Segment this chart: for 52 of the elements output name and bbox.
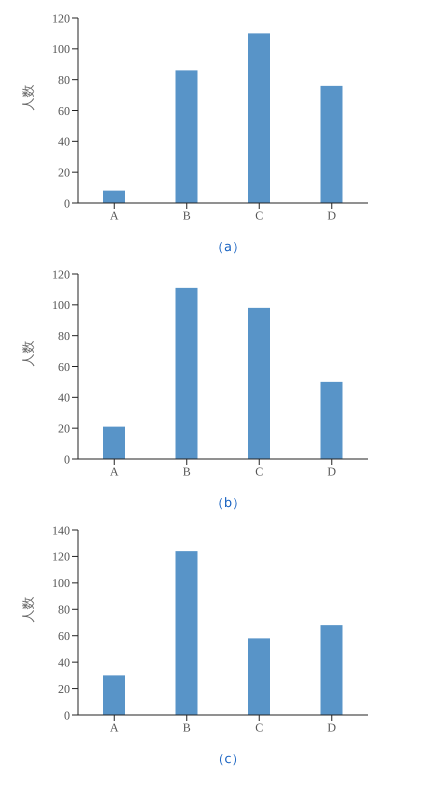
bar: [176, 70, 198, 203]
text: （c）: [210, 751, 246, 768]
y-tick-label: 20: [58, 682, 70, 696]
y-tick-label: 0: [64, 708, 70, 722]
bar: [103, 426, 125, 459]
y-tick-label: 140: [52, 523, 70, 538]
y-tick-label: 80: [58, 328, 70, 343]
y-tick-label: 40: [58, 655, 70, 670]
bar: [248, 638, 270, 715]
y-tick-label: 80: [58, 602, 70, 617]
y-tick-label: 20: [58, 421, 70, 436]
x-tick-label: C: [255, 208, 264, 223]
x-tick-label: D: [327, 464, 336, 479]
x-tick-label: D: [327, 720, 336, 735]
y-tick-label: 80: [58, 72, 70, 87]
bar: [103, 675, 125, 715]
y-tick-label: 100: [52, 42, 70, 56]
text: （b）: [210, 495, 246, 512]
text: （a）: [210, 239, 246, 256]
x-tick-label: B: [182, 720, 191, 735]
bar: [176, 288, 198, 459]
y-axis-title: 人数: [22, 596, 37, 622]
bar: [103, 190, 125, 203]
bar: [320, 382, 342, 459]
x-tick-label: B: [182, 208, 191, 223]
bar: [320, 86, 342, 203]
x-tick-label: B: [182, 464, 191, 479]
y-tick-label: 0: [64, 196, 70, 210]
y-tick-label: 60: [58, 104, 70, 118]
y-axis-title: 人数: [22, 84, 37, 110]
y-tick-label: 120: [52, 267, 70, 282]
x-tick-label: D: [327, 208, 336, 223]
y-tick-label: 120: [52, 550, 70, 564]
bar: [320, 625, 342, 715]
y-tick-label: 60: [58, 360, 70, 374]
x-tick-label: C: [255, 720, 264, 735]
y-tick-label: 40: [58, 390, 70, 405]
y-tick-label: 0: [64, 452, 70, 466]
y-tick-label: 100: [52, 298, 70, 312]
y-axis-title: 人数: [22, 340, 37, 366]
x-tick-label: A: [110, 208, 119, 223]
y-tick-label: 20: [58, 165, 70, 180]
bar: [248, 308, 270, 459]
x-tick-label: C: [255, 464, 264, 479]
y-tick-label: 40: [58, 134, 70, 149]
y-tick-label: 60: [58, 628, 70, 643]
x-tick-label: A: [110, 720, 119, 735]
y-tick-label: 100: [52, 576, 70, 590]
bar: [248, 33, 270, 203]
bar: [176, 551, 198, 715]
y-tick-label: 120: [52, 11, 70, 26]
x-tick-label: A: [110, 464, 119, 479]
